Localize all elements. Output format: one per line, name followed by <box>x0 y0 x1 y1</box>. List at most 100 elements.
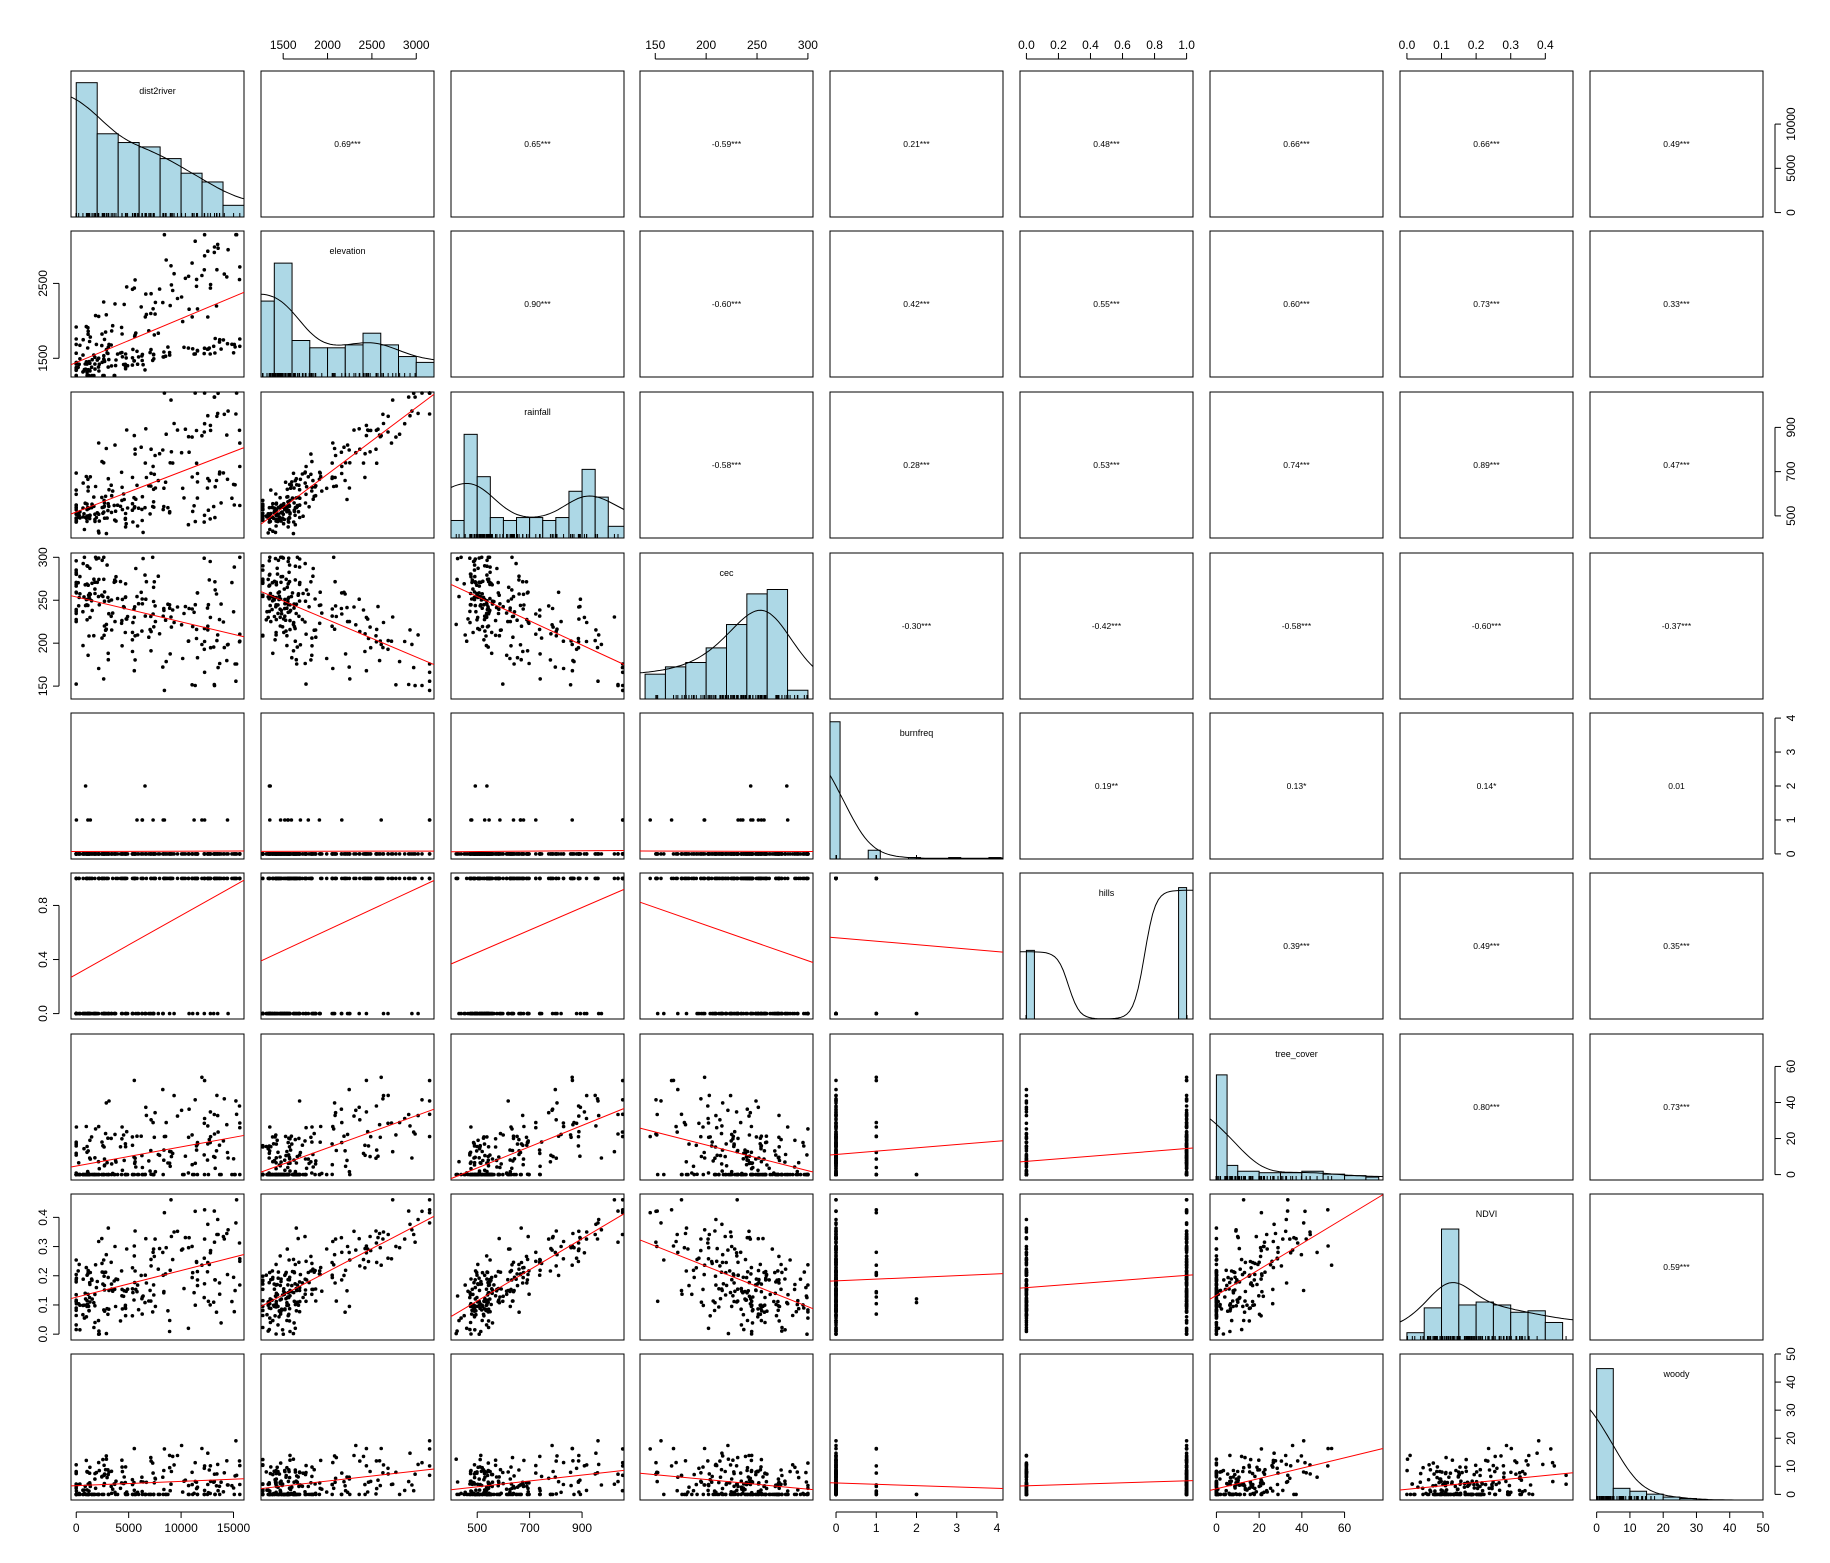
data-point <box>141 556 145 561</box>
data-point <box>454 876 459 881</box>
data-point <box>527 1172 531 1177</box>
data-point <box>82 852 87 856</box>
data-point <box>297 599 302 603</box>
panel-tree_cover-woody <box>1589 1033 1764 1181</box>
data-point <box>133 1156 137 1160</box>
data-point <box>140 818 144 822</box>
correlation-rainfall-woody: 0.47*** <box>1663 460 1690 470</box>
data-point <box>620 1134 625 1139</box>
data-point <box>186 1135 191 1140</box>
data-point <box>207 578 212 582</box>
data-point <box>192 1172 196 1177</box>
data-point <box>363 649 367 654</box>
data-point <box>261 593 265 597</box>
data-point <box>283 876 288 881</box>
data-point <box>225 1122 229 1127</box>
data-point <box>190 852 194 856</box>
data-point <box>149 447 153 452</box>
data-point <box>472 563 477 567</box>
data-point <box>333 1113 337 1118</box>
data-point <box>361 852 366 856</box>
data-point <box>279 574 283 579</box>
data-point <box>149 1118 153 1122</box>
data-point <box>92 1011 96 1016</box>
data-point <box>226 247 230 252</box>
data-point <box>427 391 432 395</box>
data-point <box>202 876 207 881</box>
data-point <box>300 876 305 881</box>
data-point <box>169 283 174 287</box>
data-point <box>161 1011 165 1016</box>
data-point <box>147 635 151 639</box>
data-point <box>736 852 740 856</box>
data-point <box>151 1172 156 1177</box>
data-point <box>561 852 566 856</box>
data-point <box>785 1125 790 1129</box>
data-point <box>511 818 516 822</box>
data-point <box>266 531 271 535</box>
data-point <box>286 610 291 615</box>
data-point <box>162 504 166 509</box>
data-point <box>284 577 289 582</box>
data-point <box>301 591 305 596</box>
data-point <box>307 605 311 609</box>
data-point <box>268 852 272 856</box>
data-point <box>480 1149 485 1154</box>
data-point <box>352 852 356 856</box>
data-point <box>74 682 78 686</box>
data-point <box>381 620 386 625</box>
data-point <box>518 603 523 608</box>
data-point <box>300 852 305 856</box>
panel-NDVI-burnfreq <box>829 1193 1004 1341</box>
data-point <box>706 1104 710 1108</box>
data-point <box>408 1124 412 1128</box>
data-point <box>723 1154 727 1159</box>
data-point <box>237 1104 242 1108</box>
data-point <box>420 391 424 395</box>
data-point <box>569 1135 573 1140</box>
data-point <box>106 595 110 600</box>
data-point <box>695 1011 699 1016</box>
data-point <box>293 522 298 527</box>
histogram-bar <box>344 344 364 378</box>
data-point <box>164 1120 168 1125</box>
data-point <box>294 1161 299 1165</box>
data-point <box>167 353 172 357</box>
data-point <box>118 504 123 509</box>
data-point <box>205 486 210 490</box>
data-point <box>307 505 311 509</box>
correlation-elevation-rainfall: 0.90*** <box>524 299 551 309</box>
panel-dist2river-woody <box>1589 70 1764 218</box>
data-point <box>457 1159 461 1164</box>
data-point <box>74 619 78 624</box>
correlation-rainfall-NDVI: 0.89*** <box>1473 460 1500 470</box>
data-point <box>521 1157 526 1161</box>
data-point <box>274 582 279 586</box>
data-point <box>97 362 102 367</box>
data-point <box>518 1011 523 1016</box>
data-point <box>482 602 486 607</box>
data-point <box>286 1011 290 1016</box>
data-point <box>107 611 111 616</box>
data-point <box>394 852 398 856</box>
data-point <box>219 347 223 351</box>
data-point <box>135 362 140 367</box>
data-point <box>152 876 157 881</box>
data-point <box>114 358 118 362</box>
data-point <box>708 1011 712 1016</box>
data-point <box>454 852 459 856</box>
data-point <box>713 1156 717 1160</box>
data-point <box>570 1078 575 1083</box>
data-point <box>214 1149 219 1153</box>
data-point <box>278 852 283 856</box>
data-point <box>312 494 317 499</box>
data-point <box>200 818 204 822</box>
data-point <box>143 461 148 465</box>
data-point <box>525 649 530 653</box>
data-point <box>662 852 666 856</box>
data-point <box>133 447 137 452</box>
data-point <box>482 876 487 881</box>
data-point <box>476 566 480 571</box>
data-point <box>86 332 90 337</box>
data-point <box>144 475 149 480</box>
